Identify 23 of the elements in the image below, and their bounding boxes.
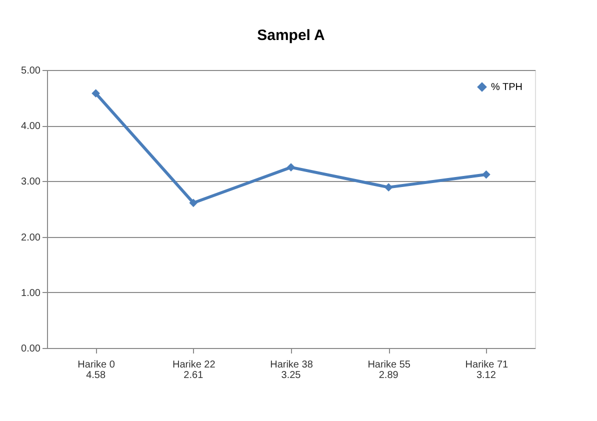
x-tick-label: Harike 0 (78, 360, 116, 370)
data-label: 2.89 (378, 370, 399, 381)
point (92, 89, 100, 98)
y-tick-label: 1.00 (21, 288, 41, 299)
y-tick-label: 5.00 (21, 66, 41, 76)
point (189, 198, 198, 208)
data-label: 2.61 (184, 370, 204, 381)
point (384, 183, 393, 192)
point (482, 170, 490, 179)
x-tick-label: Harike 71 (465, 360, 509, 370)
legend-label: % TPH (491, 82, 522, 93)
x-tick-label: Harike 38 (270, 360, 314, 370)
y-tick-label: 4.00 (21, 121, 41, 132)
y-tick-label: 2.00 (21, 232, 41, 244)
data-label: 3.12 (476, 370, 496, 381)
y-tick-label: 3.00 (21, 176, 41, 188)
y-tick-label: 0.00 (21, 344, 41, 354)
x-tick-label: Harike 22 (172, 360, 216, 370)
data-label: 3.25 (281, 370, 302, 381)
point (286, 163, 296, 172)
chart-title: Sampel A (257, 27, 326, 44)
x-tick-label: Harike 55 (368, 360, 411, 370)
data-label: 4.58 (86, 370, 106, 381)
